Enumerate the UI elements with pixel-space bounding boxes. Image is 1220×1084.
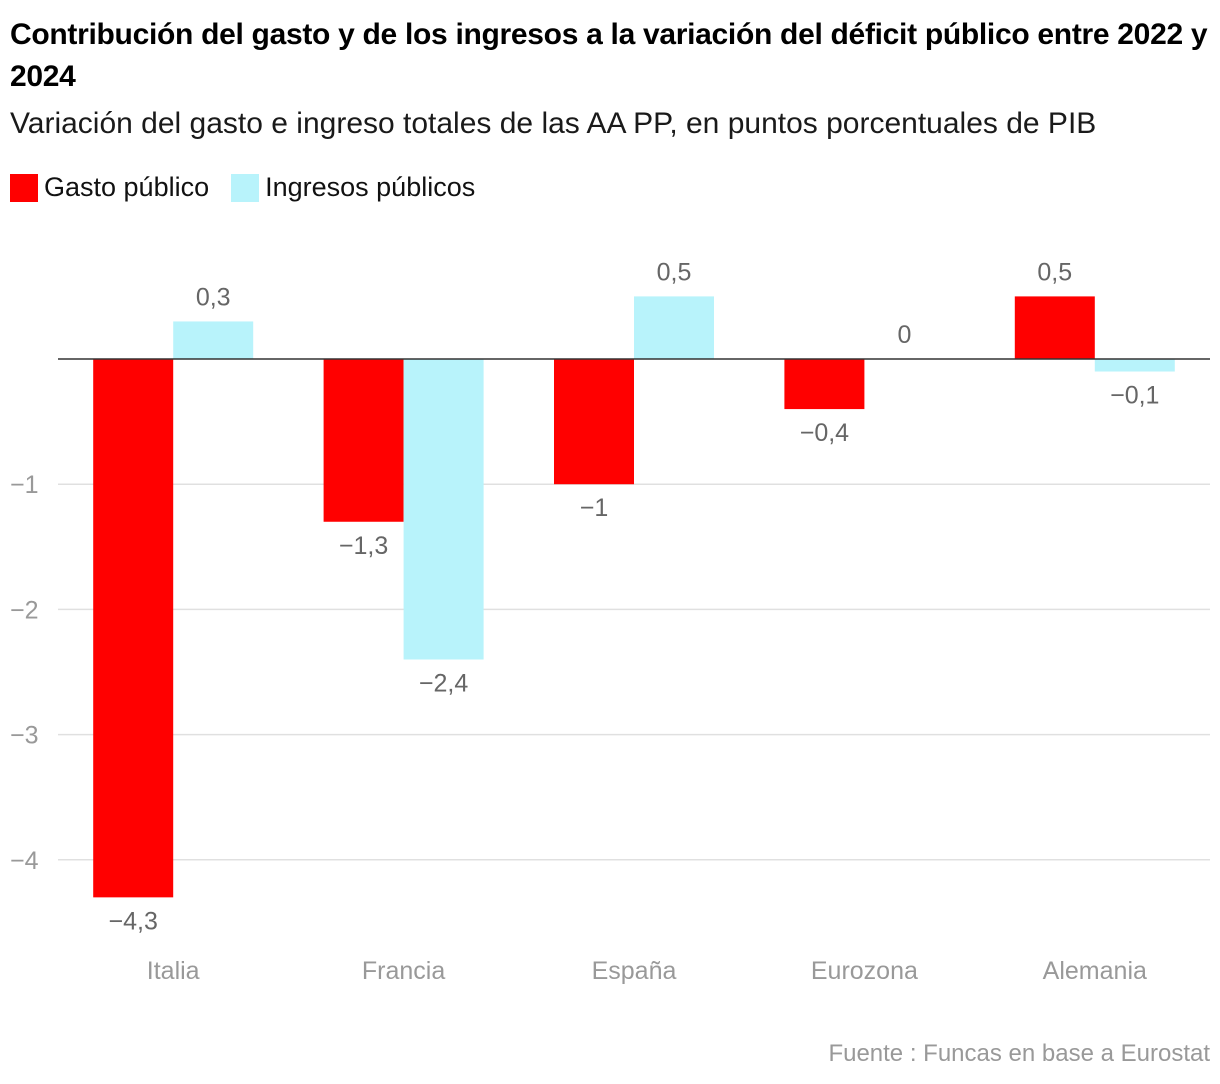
data-label: −1,3 — [339, 532, 388, 560]
legend: Gasto público Ingresos públicos — [10, 172, 497, 203]
bar-gasto — [93, 359, 174, 898]
legend-label-ingresos: Ingresos públicos — [265, 172, 476, 202]
data-label: −0,1 — [1110, 382, 1159, 410]
y-tick-label: −4 — [10, 847, 39, 875]
bar-ingresos — [173, 321, 254, 359]
data-label: 0,5 — [1037, 258, 1072, 286]
bar-gasto — [1014, 296, 1095, 359]
data-label: −0,4 — [800, 419, 849, 447]
legend-item-gasto: Gasto público — [10, 172, 209, 203]
data-label: 0 — [897, 321, 911, 349]
chart-title: Contribución del gasto y de los ingresos… — [10, 18, 1208, 93]
x-category-label: Eurozona — [811, 957, 918, 985]
y-tick-label: −1 — [10, 471, 39, 499]
x-category-label: Italia — [147, 957, 200, 985]
legend-item-ingresos: Ingresos públicos — [231, 172, 475, 203]
source-note: Fuente : Funcas en base a Eurostat — [828, 1040, 1210, 1067]
bar-gasto — [554, 359, 634, 485]
bar-gasto — [323, 359, 404, 522]
bar-ingresos — [1094, 359, 1175, 372]
data-label: 0,5 — [657, 258, 692, 286]
data-label: −2,4 — [419, 669, 468, 697]
x-category-label: Francia — [362, 957, 445, 985]
y-tick-label: −2 — [10, 596, 39, 624]
x-category-label: España — [592, 957, 677, 985]
bar-chart: −4 −3 −2 −1 −4,3 0,3 Italia −1,3 −2,4 Francia −1 0,… — [10, 258, 1210, 985]
chart-subtitle: Variación del gasto e ingreso totales de… — [10, 107, 1097, 140]
bar-gasto — [784, 359, 865, 410]
y-tick-label: −3 — [10, 722, 39, 750]
legend-swatch-gasto — [10, 173, 38, 202]
legend-label-gasto: Gasto público — [44, 172, 210, 202]
data-label: −1 — [580, 494, 609, 522]
data-label: −4,3 — [109, 907, 158, 935]
bar-ingresos — [634, 296, 714, 359]
x-category-label: Alemania — [1043, 957, 1147, 985]
bar-ingresos — [403, 359, 484, 660]
legend-swatch-ingresos — [231, 173, 260, 202]
data-label: 0,3 — [196, 283, 231, 311]
